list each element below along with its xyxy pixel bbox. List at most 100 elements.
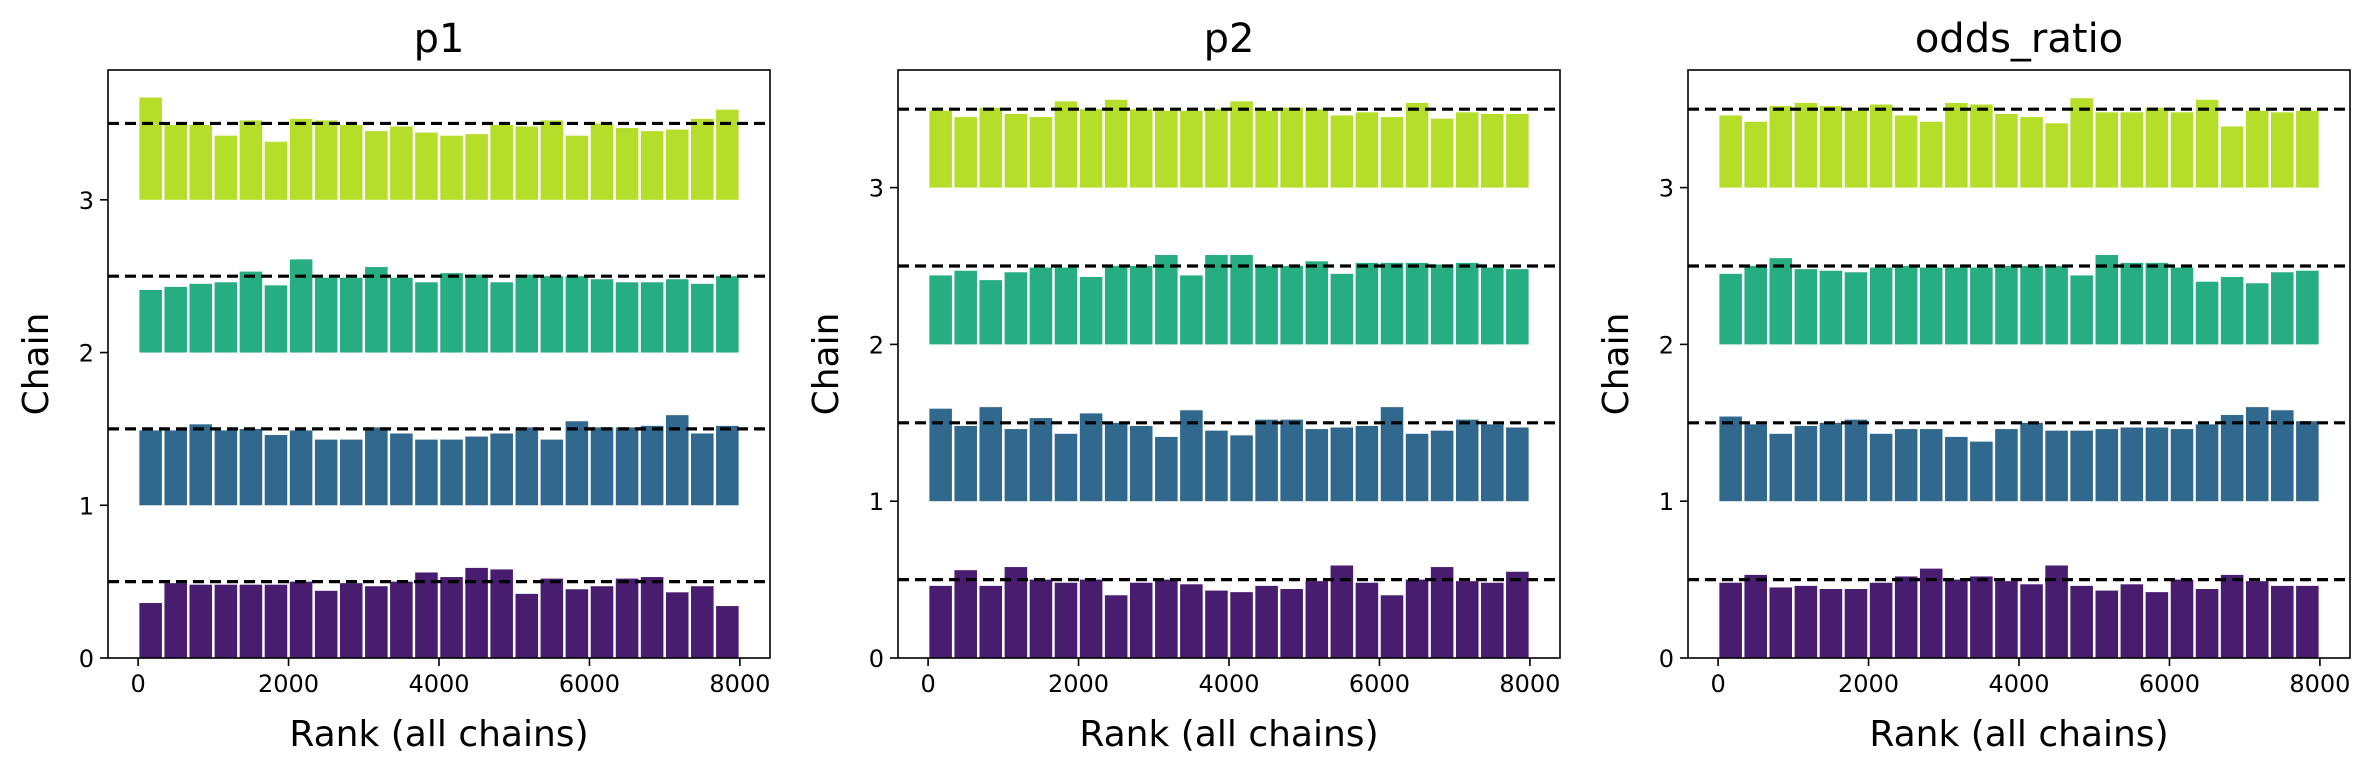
bar <box>1430 430 1454 502</box>
y-tick-label: 1 <box>869 488 884 516</box>
bar <box>1004 113 1028 188</box>
bar <box>1919 267 1943 345</box>
bar <box>490 569 513 658</box>
bar <box>1794 425 1818 502</box>
bar <box>929 585 952 658</box>
bar <box>314 590 338 658</box>
bar <box>415 572 438 658</box>
y-tick-label: 1 <box>1659 488 1674 516</box>
bar <box>615 128 639 200</box>
bar <box>515 593 539 658</box>
bar <box>1104 99 1128 188</box>
bar <box>2070 275 2093 345</box>
bar <box>2145 592 2169 658</box>
y-tick-label: 0 <box>1659 645 1674 673</box>
bar <box>1945 102 1968 188</box>
bar <box>1794 585 1818 658</box>
bar <box>665 592 689 658</box>
bar <box>1894 429 1918 502</box>
panel-0: 0 2000 4000 6000 8000 0 1 2 3 p1 Rank (all chains)… <box>16 16 771 755</box>
bar <box>1180 410 1203 502</box>
bar <box>1481 113 1504 188</box>
bar <box>289 430 313 506</box>
bar <box>1894 576 1918 658</box>
bar <box>1155 436 1178 502</box>
bar <box>1769 258 1793 345</box>
bar <box>691 586 714 658</box>
bar <box>1104 422 1128 502</box>
bar <box>640 282 664 353</box>
bar <box>1380 117 1404 188</box>
bar <box>1945 267 1968 345</box>
bar <box>1430 567 1454 658</box>
bar <box>390 277 413 353</box>
bar <box>1155 579 1178 658</box>
bar <box>590 123 614 200</box>
x-tick-label: 0 <box>1710 670 1725 698</box>
bar <box>1004 429 1028 502</box>
bar <box>1819 106 1843 188</box>
bar <box>1919 568 1943 658</box>
bar <box>2220 276 2244 345</box>
bar <box>2145 262 2169 345</box>
bar <box>590 279 614 353</box>
bar <box>1869 104 1893 188</box>
series-chain-3 <box>1719 98 2319 188</box>
bar <box>339 124 363 200</box>
bar <box>1481 424 1504 502</box>
bar <box>1455 581 1479 658</box>
bar <box>1819 589 1843 658</box>
bar <box>2195 281 2219 345</box>
bar <box>2170 579 2194 658</box>
bar <box>1430 264 1454 345</box>
bar <box>565 589 589 658</box>
series-chain-3 <box>929 99 1529 188</box>
series-chain-0 <box>929 565 1529 658</box>
bar <box>1919 429 1943 502</box>
bar <box>1330 273 1354 345</box>
x-tick-label: 0 <box>920 670 935 698</box>
bar <box>1129 266 1153 345</box>
bar <box>139 603 162 658</box>
bar <box>1481 582 1504 658</box>
bar <box>289 118 313 200</box>
bar <box>1004 567 1028 658</box>
bar <box>1054 433 1078 502</box>
bar <box>1869 267 1893 345</box>
bar <box>1945 436 1968 502</box>
bar <box>1869 582 1893 658</box>
y-tick-label: 3 <box>79 187 94 215</box>
bar <box>2195 589 2219 658</box>
bar <box>540 120 564 200</box>
bar <box>1380 407 1404 502</box>
bar <box>665 129 689 200</box>
bar <box>1794 102 1818 188</box>
bar <box>1029 267 1053 345</box>
bar <box>1794 269 1818 345</box>
bar <box>1355 262 1379 345</box>
x-tick-label: 8000 <box>2289 670 2350 698</box>
bar <box>2296 585 2319 658</box>
bar <box>2070 430 2093 502</box>
bar <box>979 407 1003 502</box>
bar <box>189 584 213 658</box>
bar <box>954 570 977 658</box>
bar <box>2020 266 2043 345</box>
bar <box>691 118 714 200</box>
bar <box>1079 276 1103 345</box>
bar <box>1869 433 1893 502</box>
bar <box>1455 262 1479 345</box>
bar <box>665 279 689 353</box>
bar <box>1104 595 1128 658</box>
bar <box>716 109 739 200</box>
bar <box>440 577 463 658</box>
x-tick-label: 0 <box>130 670 145 698</box>
y-tick-label: 0 <box>79 645 94 673</box>
bar <box>490 433 513 506</box>
bar <box>390 126 413 200</box>
bar <box>2095 590 2119 658</box>
bar <box>1305 109 1329 188</box>
bar <box>1029 117 1053 188</box>
bar <box>1769 587 1793 658</box>
